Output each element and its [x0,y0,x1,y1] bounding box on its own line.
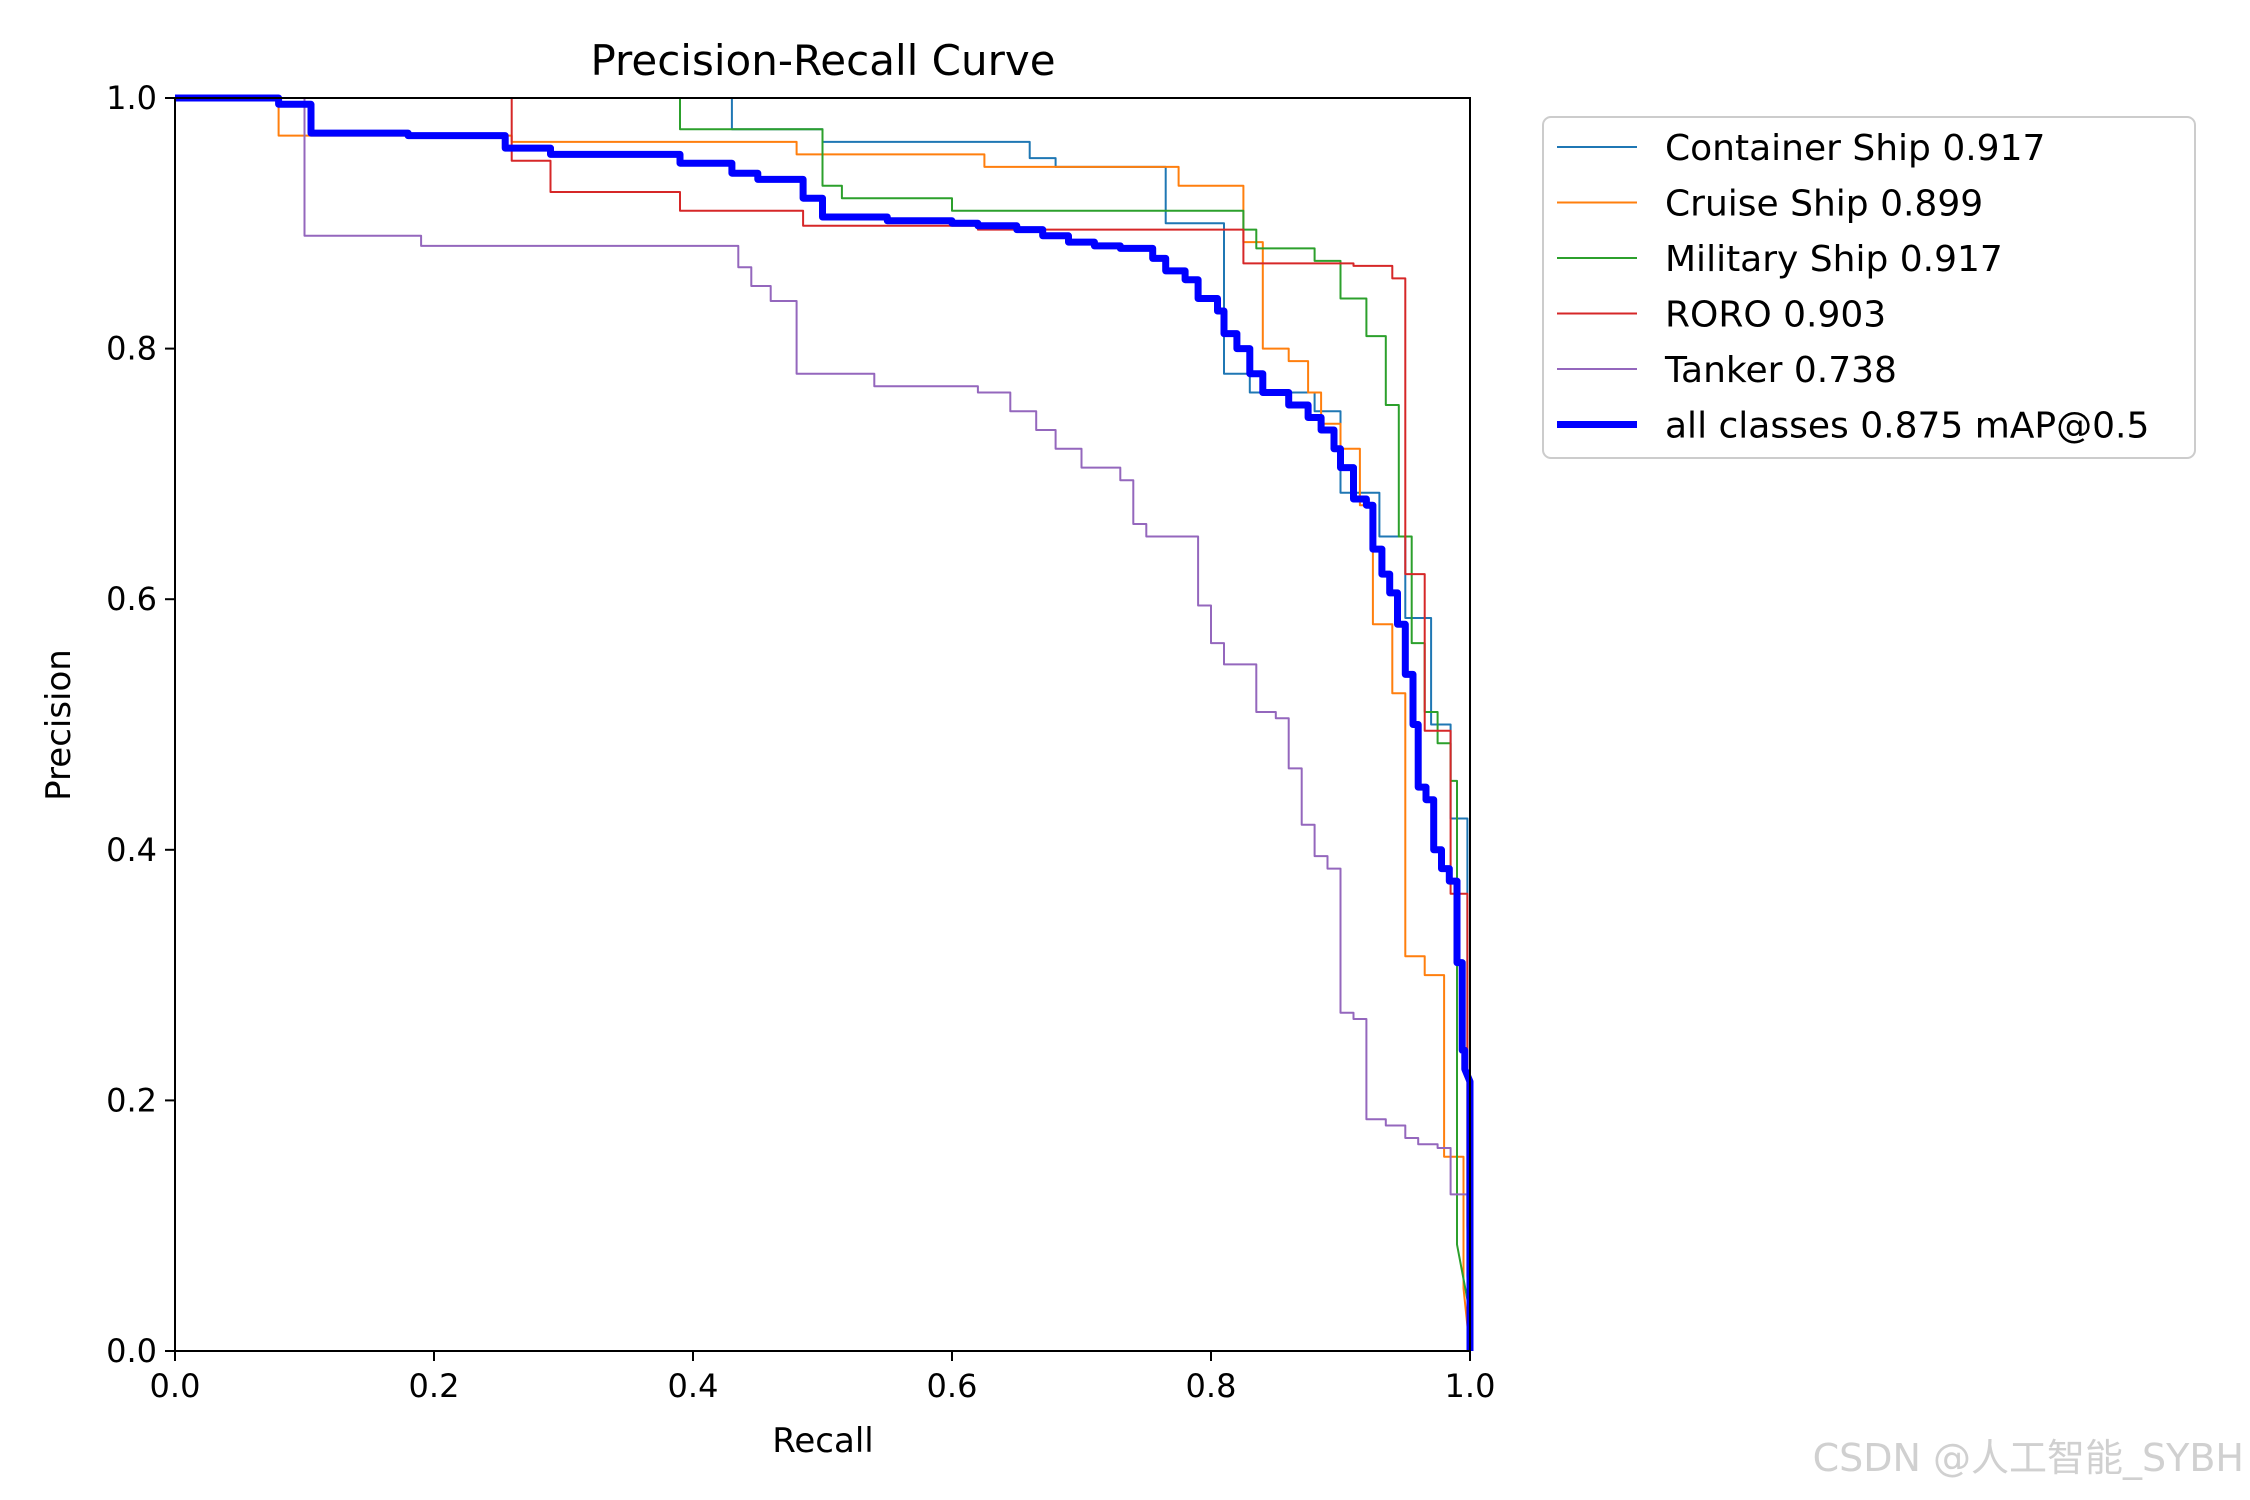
legend-entry-label: RORO 0.903 [1665,295,1886,336]
legend: Container Ship 0.917 Cruise Ship 0.899 Mil… [1542,116,2196,459]
x-tick-label: 1.0 [1445,1367,1496,1405]
series-layer [175,94,1474,1352]
y-tick-label: 0.0 [106,1332,157,1370]
plot-frame [174,97,1471,1352]
y-tick-label: 1.0 [106,79,157,117]
y-axis-label: Precision [39,649,79,801]
x-tick-label: 0.0 [150,1367,201,1405]
series-line-3 [175,97,1471,1352]
legend-box [1542,116,2196,459]
chart-title: Precision-Recall Curve [590,36,1055,85]
legend-entry-label: Tanker 0.738 [1664,350,1897,391]
legend-entry-label: Cruise Ship 0.899 [1665,184,1983,225]
y-tick-label: 0.4 [106,831,157,869]
y-tick-label: 0.8 [106,330,157,368]
series-line-1 [175,97,1471,1352]
series-line-5 [175,94,1474,1351]
legend-entry-label: Container Ship 0.917 [1665,128,2045,169]
x-axis-label: Recall [772,1421,873,1461]
x-tick-label: 0.2 [409,1367,460,1405]
y-tick-label: 0.2 [106,1081,157,1119]
series-line-2 [175,97,1471,1351]
x-axis: 0.0 0.2 0.4 0.6 0.8 1.0 [150,1351,1496,1405]
series-line-4 [175,97,1471,1352]
x-tick-label: 0.8 [1186,1367,1237,1405]
y-tick-label: 0.6 [106,580,157,618]
x-tick-label: 0.6 [927,1367,978,1405]
legend-entry-label: Military Ship 0.917 [1665,239,2003,280]
legend-entry-label: all classes 0.875 mAP@0.5 [1665,406,2149,447]
watermark-text: CSDN @人工智能_SYBH [1812,1436,2244,1480]
y-axis: 0.0 0.2 0.4 0.6 0.8 1.0 [106,79,175,1370]
x-tick-label: 0.4 [668,1367,719,1405]
